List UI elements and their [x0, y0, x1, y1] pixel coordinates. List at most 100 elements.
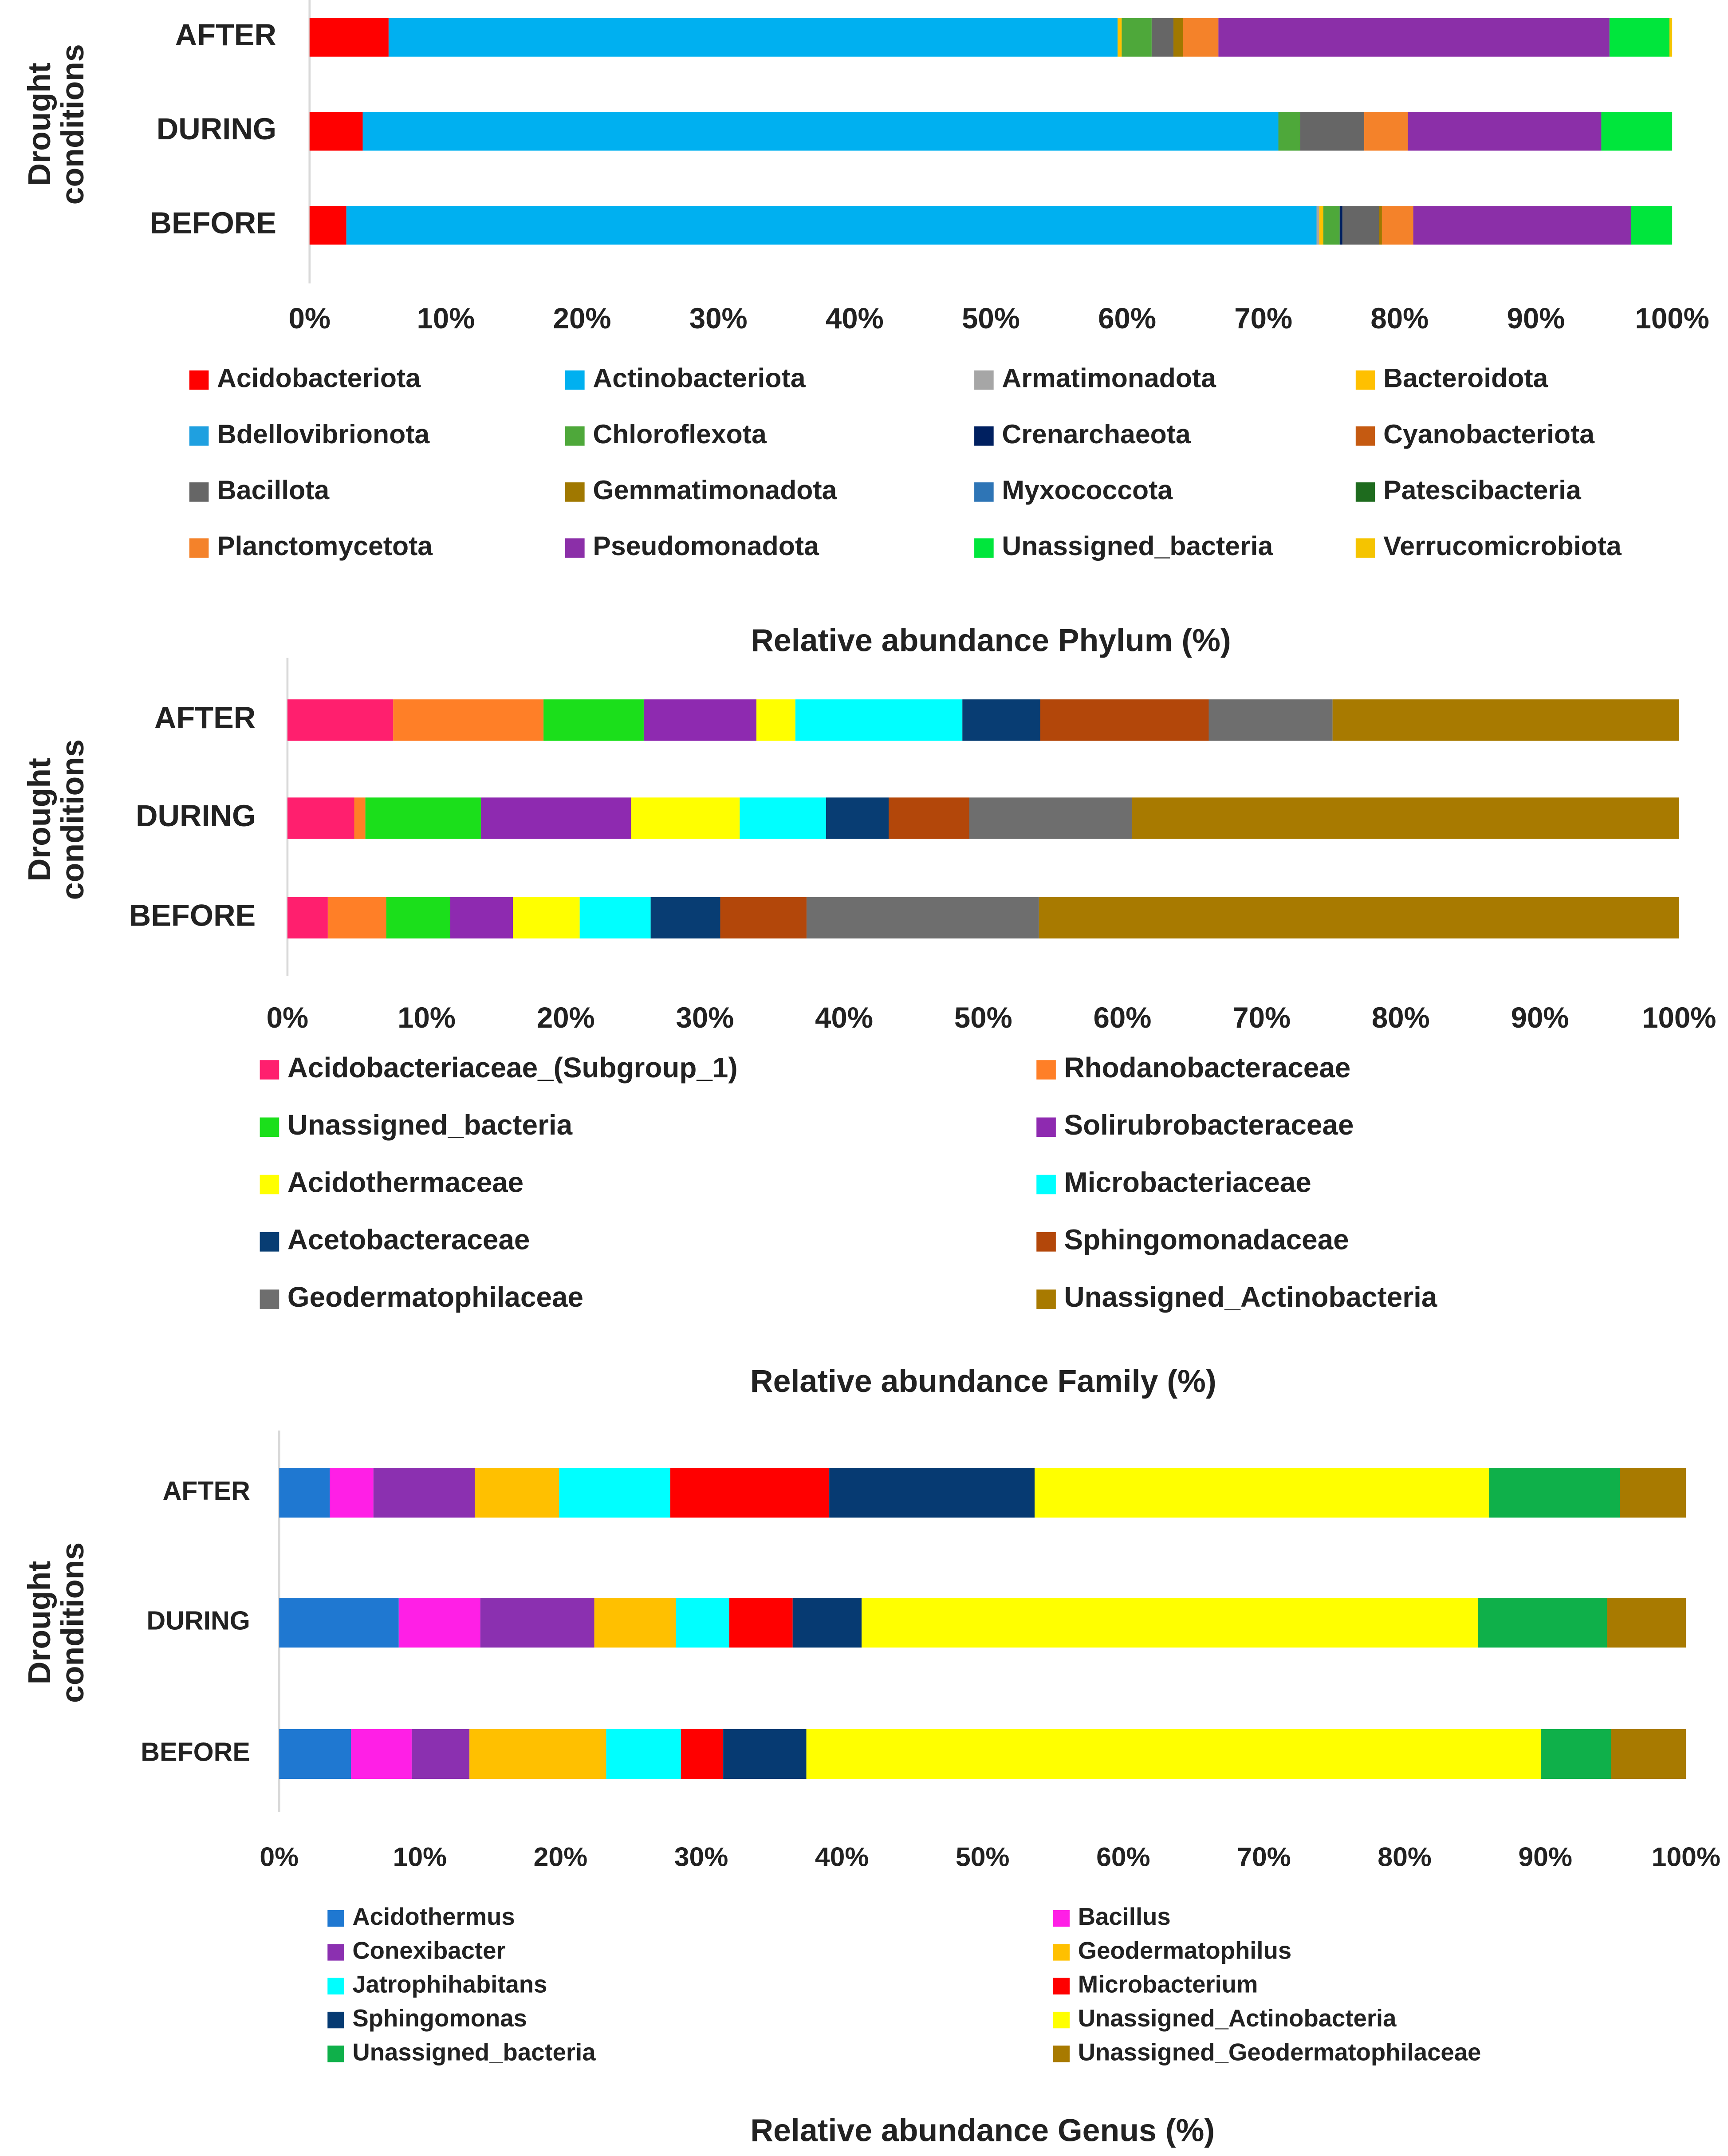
bar-segment-after-conexibacter — [373, 1468, 475, 1518]
bar-segment-after-microbacterium — [670, 1468, 830, 1518]
bar-segment-during-sphingomonas — [792, 1597, 862, 1648]
bar-segment-after-actinobacteriota — [388, 18, 1118, 57]
legend-label-unassigned-bacteria: Unassigned_bacteria — [352, 2038, 596, 2065]
bar-segment-during-solirubrobacteraceae — [480, 797, 631, 839]
legend-label-geodermatophilaceae: Geodermatophilaceae — [287, 1281, 583, 1313]
bar-segment-before-gemmatimonadota — [1379, 206, 1382, 245]
legend-swatch-cyanobacteriota — [1355, 426, 1375, 446]
bar-segment-before-unassigned-geodermatophilaceae — [1611, 1729, 1686, 1779]
bar-segment-before-planctomycetota — [1382, 206, 1413, 245]
legend-swatch-acetobacteraceae — [260, 1232, 279, 1252]
bar-segment-before-unassigned-bacteria — [1541, 1729, 1611, 1779]
bar-segment-before-acetobacteraceae — [650, 897, 720, 939]
category-label-after: AFTER — [175, 18, 276, 52]
bar-segment-after-unassigned-bacteria — [543, 699, 644, 741]
bar-segment-before-bacillus — [351, 1729, 412, 1779]
bar-segment-after-unassigned-actinobacteria — [1035, 1468, 1489, 1518]
legend-swatch-acidothermus — [327, 1910, 344, 1927]
bar-segment-after-geodermatophilus — [475, 1468, 559, 1518]
bar-segment-after-acidothermus — [279, 1468, 330, 1518]
x-tick-label: 90% — [1518, 1842, 1572, 1872]
legend-label-unassigned-actinobacteria: Unassigned_Actinobacteria — [1064, 1281, 1437, 1313]
legend-swatch-unassigned-actinobacteria — [1036, 1289, 1056, 1309]
legend-swatch-armatimonadota — [974, 370, 994, 390]
legend-swatch-microbacteriaceae — [1036, 1175, 1056, 1194]
legend-label-microbacterium: Microbacterium — [1078, 1971, 1258, 1998]
bar-segment-after-solirubrobacteraceae — [643, 699, 757, 741]
x-tick-label: 10% — [417, 302, 475, 335]
bar-segment-after-sphingomonadaceae — [1040, 699, 1209, 741]
legend-label-unassigned-bacteria: Unassigned_bacteria — [1002, 531, 1273, 561]
category-label-during: DURING — [146, 1606, 250, 1636]
legend-swatch-acidobacteriota — [189, 370, 209, 390]
x-tick-label: 0% — [288, 302, 331, 335]
x-tick-label: 40% — [815, 1842, 869, 1872]
x-tick-label: 90% — [1511, 1001, 1569, 1034]
bar-segment-before-geodermatophilaceae — [806, 897, 1039, 939]
x-tick-label: 100% — [1652, 1842, 1720, 1872]
legend-swatch-rhodanobacteraceae — [1036, 1060, 1056, 1080]
bar-segment-before-actinobacteriota — [346, 206, 1317, 245]
bar-segment-before-bacillota — [1342, 206, 1379, 245]
legend-swatch-planctomycetota — [189, 538, 209, 558]
bar-segment-before-microbacteriaceae — [579, 897, 651, 939]
x-tick-label: 20% — [537, 1001, 595, 1034]
bar-segment-during-unassigned-bacteria — [365, 797, 481, 839]
legend-label-geodermatophilus: Geodermatophilus — [1078, 1937, 1291, 1964]
bar-segment-during-rhodanobacteraceae — [354, 797, 366, 839]
x-tick-label: 70% — [1232, 1001, 1291, 1034]
bar-segment-during-acetobacteraceae — [826, 797, 889, 839]
legend-label-unassigned-geodermatophilaceae: Unassigned_Geodermatophilaceae — [1078, 2038, 1481, 2065]
legend-swatch-geodermatophilaceae — [260, 1289, 279, 1309]
bar-segment-before-bacteroidota — [1319, 206, 1323, 245]
legend-label-cyanobacteriota: Cyanobacteriota — [1383, 419, 1595, 449]
bar-segment-before-unassigned-bacteria — [386, 897, 450, 939]
legend-label-bacillota: Bacillota — [217, 475, 330, 505]
bar-segment-after-unassigned-bacteria — [1489, 1468, 1620, 1518]
legend-label-gemmatimonadota: Gemmatimonadota — [593, 475, 837, 505]
bar-segment-after-pseudomonadota — [1218, 18, 1610, 57]
bar-segment-during-geodermatophilaceae — [969, 797, 1132, 839]
x-tick-label: 40% — [826, 302, 884, 335]
bar-segment-during-actinobacteriota — [362, 112, 1279, 151]
legend-swatch-pseudomonadota — [565, 538, 585, 558]
legend-label-solirubrobacteraceae: Solirubrobacteraceae — [1064, 1109, 1354, 1141]
x-tick-label: 10% — [398, 1001, 456, 1034]
bar-segment-during-unassigned-bacteria — [1477, 1597, 1607, 1648]
bar-segment-before-rhodanobacteraceae — [327, 897, 386, 939]
x-tick-label: 80% — [1372, 1001, 1430, 1034]
category-label-before: BEFORE — [129, 898, 256, 932]
legend-swatch-solirubrobacteraceae — [1036, 1117, 1056, 1137]
legend-swatch-conexibacter — [327, 1944, 344, 1961]
bar-segment-during-microbacterium — [729, 1597, 793, 1648]
bar-segment-during-acidothermus — [279, 1597, 399, 1648]
x-tick-label: 60% — [1096, 1842, 1150, 1872]
x-tick-label: 50% — [962, 302, 1020, 335]
legend-label-chloroflexota: Chloroflexota — [593, 419, 767, 449]
legend-label-planctomycetota: Planctomycetota — [217, 531, 433, 561]
chart-title: Relative abundance Genus (%) — [750, 2113, 1215, 2148]
bar-segment-before-jatrophihabitans — [606, 1729, 681, 1779]
legend-swatch-crenarchaeota — [974, 426, 994, 446]
legend-swatch-actinobacteriota — [565, 370, 585, 390]
bar-segment-during-planctomycetota — [1364, 112, 1408, 151]
legend-label-bacteroidota: Bacteroidota — [1383, 363, 1548, 393]
bar-segment-during-conexibacter — [480, 1597, 594, 1648]
x-tick-label: 0% — [267, 1001, 309, 1034]
legend-label-acidothermaceae: Acidothermaceae — [287, 1166, 524, 1198]
category-label-after: AFTER — [163, 1476, 250, 1506]
legend-swatch-verrucomicrobiota — [1355, 538, 1375, 558]
legend-label-patescibacteria: Patescibacteria — [1383, 475, 1582, 505]
bar-segment-during-bacillota — [1300, 112, 1365, 151]
bar-segment-before-conexibacter — [411, 1729, 470, 1779]
bar-segment-before-armatimonadota — [1316, 206, 1319, 245]
bar-segment-after-unassigned-bacteria — [1609, 18, 1670, 57]
bar-segment-after-acetobacteraceae — [962, 699, 1040, 741]
legend-label-acidothermus: Acidothermus — [352, 1903, 515, 1930]
legend-swatch-geodermatophilus — [1053, 1944, 1070, 1961]
bar-segment-during-unassigned-actinobacteria — [1132, 797, 1679, 839]
x-tick-label: 30% — [689, 302, 748, 335]
legend-swatch-unassigned-actinobacteria — [1053, 2011, 1070, 2029]
legend-label-bdellovibrionota: Bdellovibrionota — [217, 419, 430, 449]
